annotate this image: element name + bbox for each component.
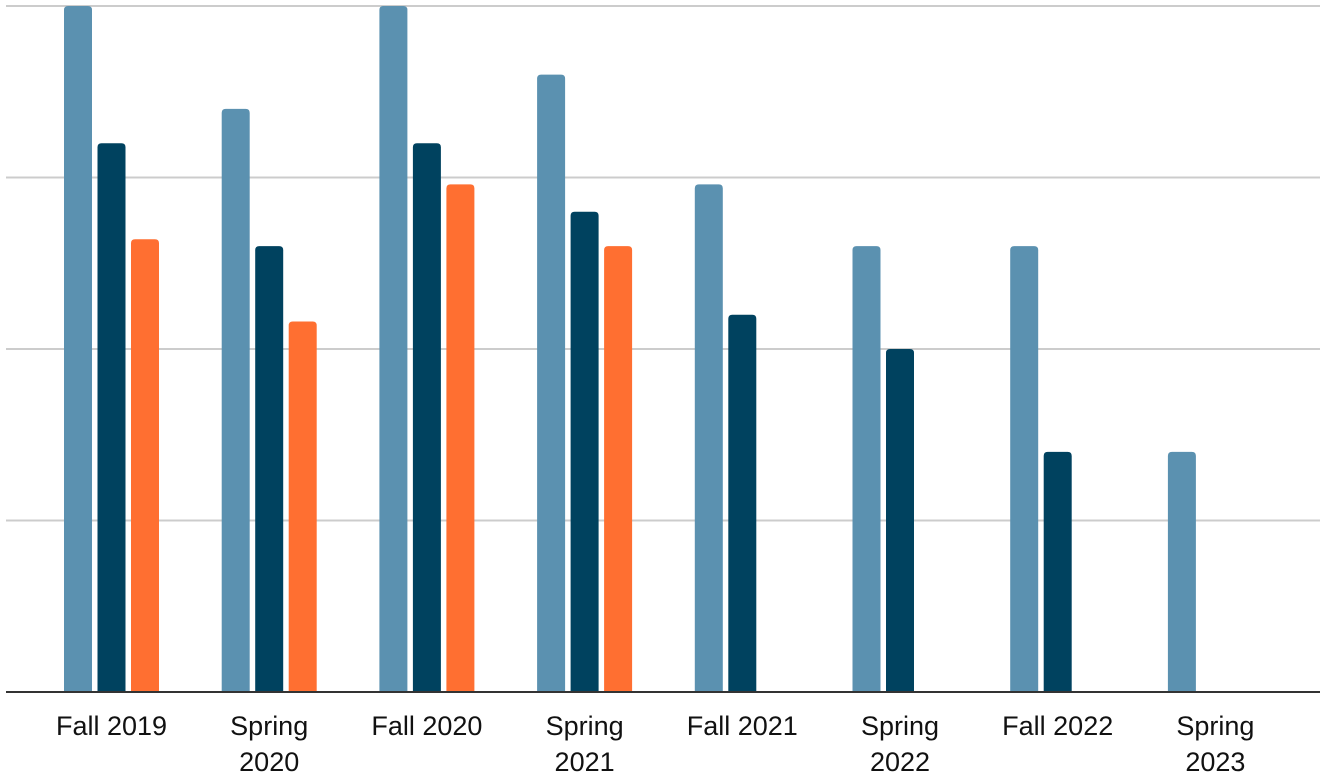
x-tick-label-line: 2020: [239, 747, 299, 776]
bar-series1-cat1: [64, 6, 92, 692]
bar-series2-cat4: [570, 211, 599, 693]
gridlines: [6, 5, 1320, 522]
x-tick-label: Spring 2023: [1176, 711, 1254, 776]
x-tick-label: Spring 2020: [230, 711, 308, 776]
x-tick-label-line: Fall 2019: [56, 711, 167, 741]
bar-series1-cat6: [852, 246, 881, 692]
bar-series2-cat7: [1043, 451, 1072, 692]
x-tick-label: Fall 2019: [56, 711, 167, 741]
x-tick-label: Spring 2022: [861, 711, 939, 776]
x-tick-label-line: Fall 2020: [371, 711, 482, 741]
bar-series2-cat6: [886, 349, 914, 692]
x-tick-label: Spring 2021: [546, 711, 624, 776]
x-tick-label-line: Spring: [1176, 711, 1254, 741]
bar-series3-cat1: [131, 239, 159, 693]
x-tick-label-line: Spring: [230, 711, 308, 741]
bar-series2-cat2: [255, 246, 284, 692]
x-tick-label-line: Spring: [861, 711, 939, 741]
bar-series1-cat5: [694, 184, 723, 693]
x-tick-label-line: Spring: [546, 711, 624, 741]
bar-series2-cat3: [412, 143, 441, 692]
bar-series2-cat5: [728, 314, 757, 692]
bar-series2-cat1: [97, 143, 126, 692]
x-tick-label-line: Fall 2021: [687, 711, 798, 741]
bar-series3-cat2: [288, 321, 317, 692]
x-tick-label: Fall 2022: [1002, 711, 1113, 741]
x-tick-label: Fall 2020: [371, 711, 482, 741]
x-axis-labels: Fall 2019 Spring 2020 Fall 2020 Spring 2021 Fa…: [56, 711, 1254, 776]
bar-series1-cat7: [1010, 246, 1039, 692]
x-tick-label: Fall 2021: [687, 711, 798, 741]
bar-series1-cat4: [537, 74, 566, 693]
bar-series1-cat3: [379, 6, 408, 692]
bar-series3-cat4: [604, 246, 633, 692]
x-tick-label-line: Fall 2022: [1002, 711, 1113, 741]
bar-series1-cat2: [221, 108, 250, 692]
bar-series1-cat8: [1167, 451, 1196, 692]
bar-series3-cat3: [446, 184, 475, 693]
x-tick-label-line: 2022: [870, 747, 930, 776]
x-tick-label-line: 2023: [1185, 747, 1245, 776]
x-tick-label-line: 2021: [555, 747, 615, 776]
bars: [64, 6, 1196, 693]
